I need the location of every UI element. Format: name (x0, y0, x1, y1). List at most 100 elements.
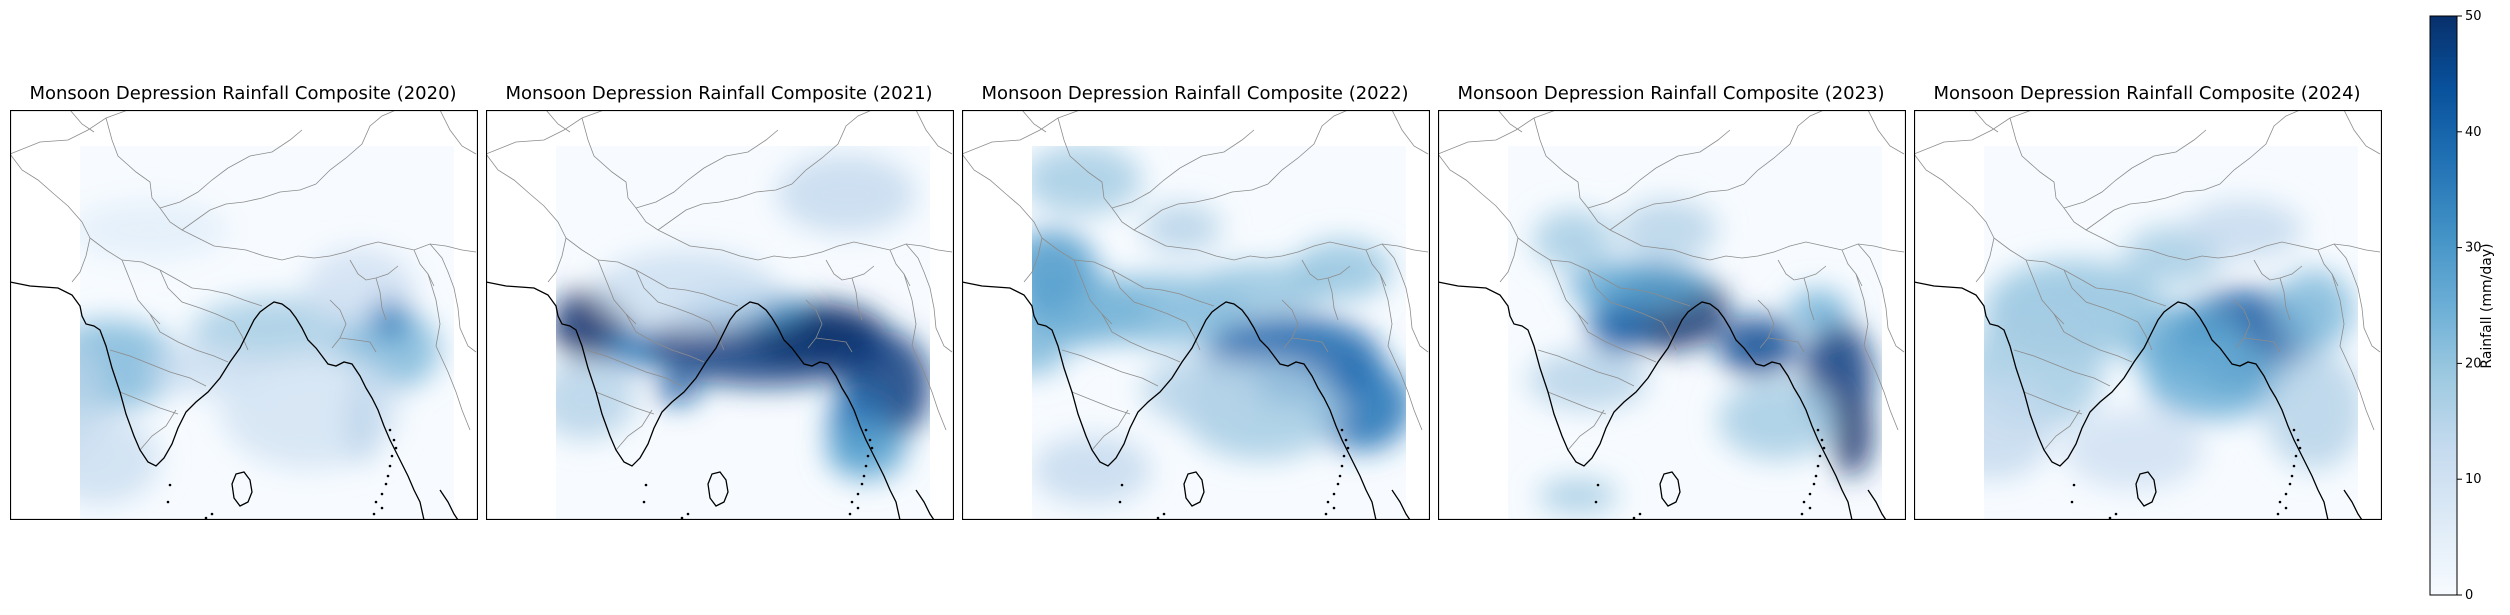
border-line (1379, 273, 1423, 431)
island (1822, 446, 1826, 450)
border-line (815, 337, 853, 353)
rainfall-cell (1538, 478, 1618, 514)
border-line (181, 183, 317, 231)
rainfall-cell (1832, 396, 1872, 476)
island (1632, 516, 1636, 520)
border-line (703, 129, 779, 169)
island (686, 512, 690, 516)
coastline (1438, 281, 1887, 520)
island (2290, 474, 2294, 478)
island (2288, 482, 2292, 486)
border-line (1281, 299, 1299, 349)
border-line (1179, 129, 1255, 169)
map-frame (1914, 110, 2382, 520)
island (1812, 482, 1816, 486)
island (392, 438, 396, 442)
rainfall-field (1984, 200, 2358, 490)
rainfall-cell (2064, 410, 2204, 490)
border-line (1021, 110, 1047, 133)
border-line (1497, 110, 1523, 133)
coastline-east (915, 489, 935, 520)
border-line (233, 321, 249, 351)
border-line (139, 409, 177, 451)
border-line (1547, 391, 1607, 415)
colorbar-tick-label: 0 (2465, 588, 2473, 603)
rainfall-cell (1032, 435, 1152, 505)
border-line (1619, 287, 1691, 307)
border-line (2233, 299, 2251, 349)
border-line (2333, 243, 2381, 353)
island (386, 474, 390, 478)
islands (1118, 428, 1350, 520)
border-line (2043, 409, 2081, 451)
border-line (825, 259, 875, 281)
coastline-east (439, 489, 459, 520)
border-line (2013, 349, 2111, 387)
rainfall-cell (1718, 380, 1838, 460)
border-line (2023, 391, 2083, 415)
border-line (635, 269, 711, 323)
country-borders (486, 110, 953, 451)
border-line (1661, 321, 1677, 351)
border-line (1855, 273, 1899, 431)
border-line (1133, 183, 1269, 231)
border-line (915, 110, 953, 155)
colorbar-tick-label: 30 (2465, 241, 2482, 256)
border-line (2085, 229, 2251, 261)
border-line (375, 277, 387, 321)
island (2292, 464, 2296, 468)
border-line (889, 249, 911, 287)
border-line (1057, 117, 1135, 231)
island (848, 512, 852, 516)
island (2276, 512, 2280, 516)
island (862, 474, 866, 478)
border-line (585, 349, 683, 387)
border-line (486, 153, 567, 283)
islands (2070, 428, 2302, 520)
coastline-mainland (962, 281, 1377, 520)
island (2108, 516, 2112, 520)
border-line (1111, 167, 1181, 209)
map-frame (486, 110, 954, 520)
island (372, 512, 376, 516)
island (380, 492, 384, 496)
island (1816, 428, 1820, 432)
colorbar: 0 10 20 30 40 50 Rainfall (mm/day) (2425, 0, 2510, 611)
island (1818, 454, 1822, 458)
island (2292, 428, 2296, 432)
island (864, 428, 868, 432)
sri-lanka-outline (2135, 471, 2157, 507)
island (1340, 464, 1344, 468)
island (1338, 474, 1342, 478)
border-line (1767, 337, 1805, 353)
sri-lanka-outline (231, 471, 253, 507)
island (1340, 428, 1344, 432)
island (204, 516, 208, 520)
rainfall-cell (1533, 210, 1613, 270)
border-line (1609, 229, 1775, 261)
rainfall-map-2021 (486, 110, 954, 520)
border-line (1587, 167, 1657, 209)
island (1324, 512, 1328, 516)
border-line (1073, 259, 1113, 325)
rainfall-cell (556, 360, 636, 440)
border-line (1041, 237, 1145, 289)
border-line (597, 259, 637, 325)
border-line (1867, 110, 1905, 155)
rainfall-cell (1032, 146, 1142, 215)
border-line (413, 249, 435, 287)
coastline-east (1391, 489, 1411, 520)
border-line (181, 229, 347, 261)
country-borders (1438, 110, 1905, 451)
border-line (1071, 391, 1131, 415)
border-line (1803, 277, 1815, 321)
border-line (486, 110, 605, 155)
colorbar-tick-label: 50 (2465, 9, 2482, 24)
rainfall-field (1528, 200, 1873, 514)
border-line (2343, 110, 2381, 155)
border-line (2243, 337, 2281, 353)
colorbar-tick-label: 20 (2465, 356, 2482, 371)
coastline (1914, 281, 2363, 520)
island (1808, 492, 1812, 496)
island (1336, 482, 1340, 486)
